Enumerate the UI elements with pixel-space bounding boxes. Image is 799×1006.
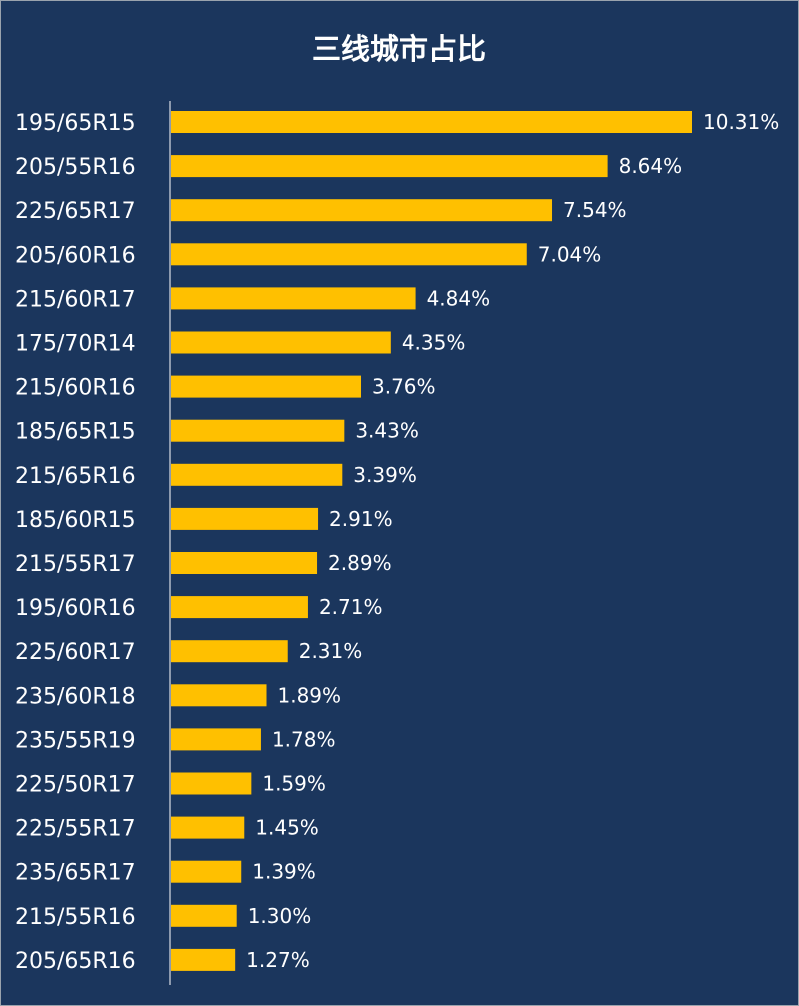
bar-205-65R16 — [171, 948, 236, 971]
bar-235-65R17 — [171, 860, 242, 883]
data-labels: 10.31% 8.64% 7.54% 7.04% 4.84% 4.35% 3.76% 3.43… — [246, 110, 779, 972]
category-label: 195/65R15 — [15, 111, 136, 136]
category-label: 215/65R16 — [15, 464, 136, 489]
data-label: 1.89% — [278, 683, 342, 707]
bar-225-60R17 — [171, 640, 288, 663]
data-label: 2.31% — [299, 639, 363, 663]
category-label: 195/60R16 — [15, 596, 136, 621]
bar-215-55R17 — [171, 552, 318, 574]
bar-205-55R16 — [171, 155, 608, 178]
bar-group — [171, 111, 692, 971]
data-label: 2.91% — [329, 507, 393, 531]
category-label: 205/60R16 — [15, 243, 136, 268]
category-label: 215/60R17 — [15, 287, 136, 312]
category-label: 235/55R19 — [15, 728, 136, 753]
data-label: 4.35% — [402, 331, 466, 355]
bar-175-70R14 — [171, 331, 391, 354]
data-label: 1.59% — [262, 772, 326, 796]
bar-205-60R16 — [171, 243, 527, 266]
bar-225-55R17 — [171, 816, 245, 839]
category-label: 215/60R16 — [15, 376, 136, 401]
category-label: 225/65R17 — [15, 199, 136, 224]
data-label: 1.45% — [255, 816, 319, 840]
bar-185-65R15 — [171, 419, 345, 442]
bar-235-60R18 — [171, 684, 267, 707]
bar-225-65R17 — [171, 199, 553, 222]
category-label: 225/50R17 — [15, 773, 136, 798]
category-label: 185/60R15 — [15, 508, 136, 533]
bar-235-55R19 — [171, 728, 261, 751]
data-label: 7.54% — [563, 198, 627, 222]
data-label: 1.27% — [246, 948, 310, 972]
category-label: 185/65R15 — [15, 420, 136, 445]
bar-215-55R16 — [171, 904, 237, 927]
data-label: 8.64% — [619, 154, 683, 178]
category-label: 225/55R17 — [15, 817, 136, 842]
data-label: 10.31% — [703, 110, 779, 134]
data-label: 2.89% — [328, 551, 392, 575]
bar-215-60R16 — [171, 375, 362, 398]
bar-185-60R15 — [171, 507, 319, 530]
data-label: 7.04% — [538, 242, 602, 266]
data-label: 3.39% — [353, 463, 417, 487]
category-labels: 195/65R15 205/55R16 225/65R17 205/60R16 215/… — [15, 111, 136, 974]
data-label: 4.84% — [427, 286, 491, 310]
category-label: 205/55R16 — [15, 155, 136, 180]
category-label: 215/55R17 — [15, 552, 136, 577]
chart-title: 三线城市占比 — [312, 32, 486, 66]
category-label: 235/60R18 — [15, 684, 136, 709]
category-label: 215/55R16 — [15, 905, 136, 930]
data-label: 1.30% — [248, 904, 312, 928]
category-label: 235/65R17 — [15, 861, 136, 886]
bar-225-50R17 — [171, 772, 252, 795]
data-label: 3.43% — [355, 419, 419, 443]
data-label: 1.39% — [252, 860, 316, 884]
category-label: 175/70R14 — [15, 332, 136, 357]
data-label: 2.71% — [319, 595, 383, 619]
bar-215-60R17 — [171, 287, 416, 310]
category-label: 205/65R16 — [15, 949, 136, 974]
data-label: 3.76% — [372, 375, 436, 399]
bar-215-65R16 — [171, 463, 343, 486]
category-label: 225/60R17 — [15, 640, 136, 665]
bar-195-65R15 — [171, 111, 692, 133]
bar-195-60R16 — [171, 596, 308, 619]
data-label: 1.78% — [272, 727, 336, 751]
